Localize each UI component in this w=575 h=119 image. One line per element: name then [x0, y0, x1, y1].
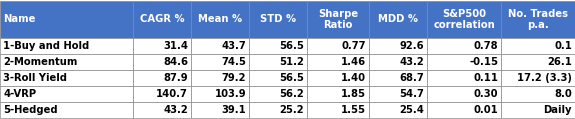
- Text: 5-Hedged: 5-Hedged: [3, 105, 58, 115]
- Text: 0.77: 0.77: [342, 41, 366, 51]
- Bar: [191, 38, 249, 54]
- Text: 56.5: 56.5: [279, 73, 304, 83]
- Bar: [369, 54, 427, 70]
- Bar: [249, 102, 307, 118]
- Bar: [133, 38, 191, 54]
- Text: 39.1: 39.1: [221, 105, 246, 115]
- Bar: [191, 102, 249, 118]
- Text: 31.4: 31.4: [163, 41, 188, 51]
- Bar: [501, 86, 575, 102]
- Text: 26.1: 26.1: [547, 57, 572, 67]
- Bar: [0, 102, 133, 118]
- Text: 92.6: 92.6: [400, 41, 424, 51]
- Text: 3-Roll Yield: 3-Roll Yield: [3, 73, 67, 83]
- Bar: [0, 54, 133, 70]
- Bar: [501, 70, 575, 86]
- Text: 0.78: 0.78: [473, 41, 498, 51]
- Text: 103.9: 103.9: [214, 89, 246, 99]
- Bar: [501, 1, 575, 38]
- Text: 43.7: 43.7: [221, 41, 246, 51]
- Text: 68.7: 68.7: [399, 73, 424, 83]
- Text: 54.7: 54.7: [399, 89, 424, 99]
- Text: 87.9: 87.9: [163, 73, 188, 83]
- Text: 1.85: 1.85: [341, 89, 366, 99]
- Bar: [427, 86, 501, 102]
- Bar: [191, 70, 249, 86]
- Bar: [0, 38, 133, 54]
- Bar: [191, 54, 249, 70]
- Text: 0.01: 0.01: [473, 105, 498, 115]
- Bar: [307, 102, 369, 118]
- Bar: [369, 86, 427, 102]
- Text: S&P500
correlation: S&P500 correlation: [433, 9, 495, 30]
- Text: 51.2: 51.2: [279, 57, 304, 67]
- Bar: [133, 102, 191, 118]
- Text: 140.7: 140.7: [156, 89, 188, 99]
- Bar: [0, 1, 133, 38]
- Bar: [427, 102, 501, 118]
- Bar: [249, 54, 307, 70]
- Bar: [133, 86, 191, 102]
- Text: 79.2: 79.2: [221, 73, 246, 83]
- Text: Mean %: Mean %: [198, 15, 242, 25]
- Text: No. Trades
p.a.: No. Trades p.a.: [508, 9, 568, 30]
- Text: 2-Momentum: 2-Momentum: [3, 57, 78, 67]
- Bar: [427, 38, 501, 54]
- Bar: [307, 70, 369, 86]
- Text: 8.0: 8.0: [554, 89, 572, 99]
- Text: Name: Name: [3, 15, 36, 25]
- Bar: [0, 86, 133, 102]
- Bar: [307, 38, 369, 54]
- Bar: [427, 1, 501, 38]
- Bar: [307, 86, 369, 102]
- Bar: [307, 54, 369, 70]
- Text: MDD %: MDD %: [378, 15, 418, 25]
- Bar: [191, 86, 249, 102]
- Bar: [427, 54, 501, 70]
- Text: 17.2 (3.3): 17.2 (3.3): [517, 73, 572, 83]
- Bar: [307, 1, 369, 38]
- Text: STD %: STD %: [260, 15, 296, 25]
- Bar: [133, 54, 191, 70]
- Bar: [249, 70, 307, 86]
- Text: 25.4: 25.4: [399, 105, 424, 115]
- Text: 4-VRP: 4-VRP: [3, 89, 36, 99]
- Bar: [249, 38, 307, 54]
- Bar: [369, 70, 427, 86]
- Text: 0.30: 0.30: [473, 89, 498, 99]
- Text: -0.15: -0.15: [469, 57, 498, 67]
- Text: 0.1: 0.1: [554, 41, 572, 51]
- Text: Sharpe
Ratio: Sharpe Ratio: [318, 9, 358, 30]
- Bar: [369, 38, 427, 54]
- Text: 84.6: 84.6: [163, 57, 188, 67]
- Text: 56.5: 56.5: [279, 41, 304, 51]
- Bar: [191, 1, 249, 38]
- Text: 56.2: 56.2: [279, 89, 304, 99]
- Bar: [369, 1, 427, 38]
- Text: CAGR %: CAGR %: [140, 15, 185, 25]
- Bar: [501, 102, 575, 118]
- Text: 1-Buy and Hold: 1-Buy and Hold: [3, 41, 89, 51]
- Bar: [0, 70, 133, 86]
- Bar: [501, 38, 575, 54]
- Text: 43.2: 43.2: [163, 105, 188, 115]
- Bar: [501, 54, 575, 70]
- Text: 74.5: 74.5: [221, 57, 246, 67]
- Bar: [133, 1, 191, 38]
- Text: 1.40: 1.40: [341, 73, 366, 83]
- Text: 1.55: 1.55: [341, 105, 366, 115]
- Text: 25.2: 25.2: [279, 105, 304, 115]
- Bar: [133, 70, 191, 86]
- Bar: [427, 70, 501, 86]
- Text: 0.11: 0.11: [473, 73, 498, 83]
- Text: 43.2: 43.2: [399, 57, 424, 67]
- Bar: [369, 102, 427, 118]
- Text: Daily: Daily: [543, 105, 572, 115]
- Bar: [249, 86, 307, 102]
- Bar: [249, 1, 307, 38]
- Text: 1.46: 1.46: [341, 57, 366, 67]
